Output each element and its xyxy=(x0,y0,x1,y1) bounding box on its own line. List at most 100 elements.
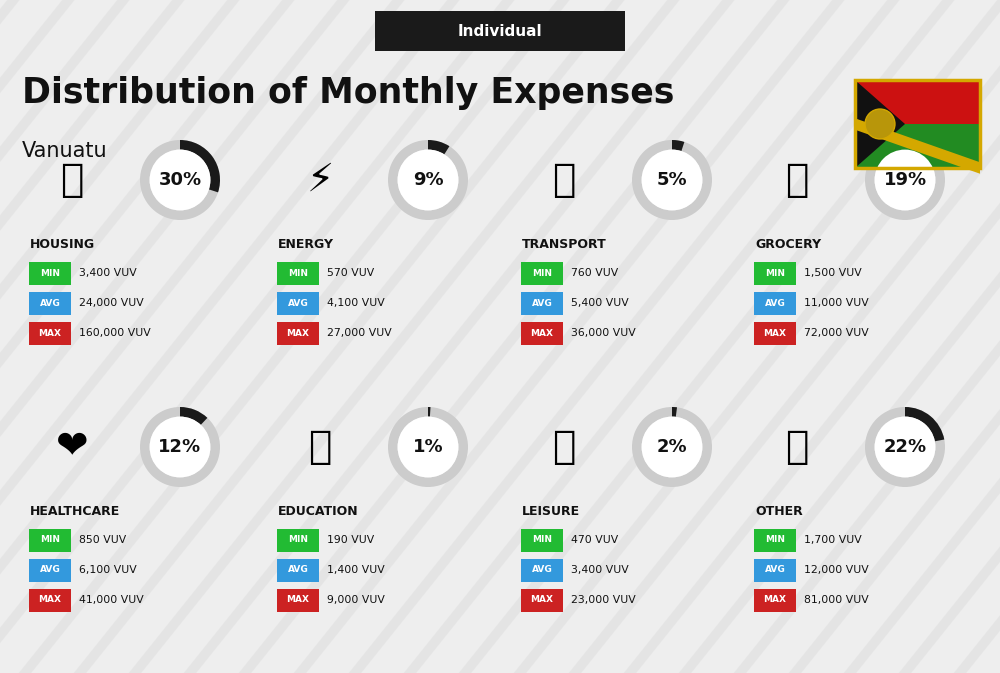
Polygon shape xyxy=(855,80,905,168)
Text: 5%: 5% xyxy=(657,171,687,189)
Text: ⚡: ⚡ xyxy=(306,161,334,199)
FancyBboxPatch shape xyxy=(855,80,980,124)
Text: LEISURE: LEISURE xyxy=(522,505,580,518)
Text: MAX: MAX xyxy=(38,596,62,604)
FancyBboxPatch shape xyxy=(754,559,796,581)
FancyBboxPatch shape xyxy=(277,559,319,581)
Circle shape xyxy=(875,417,935,477)
Wedge shape xyxy=(180,407,207,425)
Text: EDUCATION: EDUCATION xyxy=(278,505,359,518)
Text: AVG: AVG xyxy=(40,299,60,308)
FancyBboxPatch shape xyxy=(521,291,563,314)
Text: 1%: 1% xyxy=(413,438,443,456)
Text: 23,000 VUV: 23,000 VUV xyxy=(571,595,636,605)
FancyBboxPatch shape xyxy=(754,322,796,345)
Text: MAX: MAX xyxy=(530,328,554,337)
Text: OTHER: OTHER xyxy=(755,505,803,518)
Circle shape xyxy=(875,149,935,211)
Text: MIN: MIN xyxy=(765,269,785,277)
FancyBboxPatch shape xyxy=(277,528,319,551)
Text: 11,000 VUV: 11,000 VUV xyxy=(804,298,869,308)
Text: 🚌: 🚌 xyxy=(552,161,576,199)
Circle shape xyxy=(150,417,210,477)
Wedge shape xyxy=(865,407,945,487)
Text: 36,000 VUV: 36,000 VUV xyxy=(571,328,636,338)
Text: MAX: MAX xyxy=(38,328,62,337)
Text: MAX: MAX xyxy=(287,596,310,604)
Text: 💰: 💰 xyxy=(785,428,809,466)
Text: HOUSING: HOUSING xyxy=(30,238,95,251)
Text: MAX: MAX xyxy=(764,328,786,337)
Wedge shape xyxy=(428,407,431,417)
Text: 72,000 VUV: 72,000 VUV xyxy=(804,328,869,338)
Wedge shape xyxy=(180,140,220,192)
Text: 9,000 VUV: 9,000 VUV xyxy=(327,595,385,605)
Wedge shape xyxy=(632,140,712,220)
Wedge shape xyxy=(672,407,677,417)
FancyBboxPatch shape xyxy=(521,262,563,285)
Text: MAX: MAX xyxy=(530,596,554,604)
Text: MIN: MIN xyxy=(532,536,552,544)
Circle shape xyxy=(865,109,895,139)
Text: ❤️: ❤️ xyxy=(56,428,88,466)
Wedge shape xyxy=(140,407,220,487)
Text: Vanuatu: Vanuatu xyxy=(22,141,108,161)
FancyBboxPatch shape xyxy=(277,588,319,612)
Text: 6,100 VUV: 6,100 VUV xyxy=(79,565,137,575)
Text: MIN: MIN xyxy=(288,536,308,544)
Text: TRANSPORT: TRANSPORT xyxy=(522,238,607,251)
Text: 3,400 VUV: 3,400 VUV xyxy=(79,268,137,278)
Text: 27,000 VUV: 27,000 VUV xyxy=(327,328,392,338)
Text: 850 VUV: 850 VUV xyxy=(79,535,126,545)
Text: 24,000 VUV: 24,000 VUV xyxy=(79,298,144,308)
Text: AVG: AVG xyxy=(288,299,308,308)
Text: MIN: MIN xyxy=(40,536,60,544)
Text: 160,000 VUV: 160,000 VUV xyxy=(79,328,151,338)
Wedge shape xyxy=(140,140,220,220)
Text: 81,000 VUV: 81,000 VUV xyxy=(804,595,869,605)
Wedge shape xyxy=(428,140,449,154)
FancyBboxPatch shape xyxy=(754,528,796,551)
Text: 19%: 19% xyxy=(883,171,927,189)
Text: 🏢: 🏢 xyxy=(60,161,84,199)
Text: 9%: 9% xyxy=(413,171,443,189)
FancyBboxPatch shape xyxy=(277,291,319,314)
FancyBboxPatch shape xyxy=(29,588,71,612)
Polygon shape xyxy=(855,118,980,174)
Text: AVG: AVG xyxy=(532,299,552,308)
Wedge shape xyxy=(672,140,684,151)
Text: 🛍: 🛍 xyxy=(552,428,576,466)
Text: 🛒: 🛒 xyxy=(785,161,809,199)
Text: Individual: Individual xyxy=(458,24,542,38)
Text: 760 VUV: 760 VUV xyxy=(571,268,618,278)
FancyBboxPatch shape xyxy=(375,11,625,51)
Circle shape xyxy=(642,417,702,477)
Text: MIN: MIN xyxy=(288,269,308,277)
Text: 🎓: 🎓 xyxy=(308,428,332,466)
FancyBboxPatch shape xyxy=(521,559,563,581)
FancyBboxPatch shape xyxy=(277,262,319,285)
FancyBboxPatch shape xyxy=(754,291,796,314)
Wedge shape xyxy=(388,407,468,487)
Text: 4,100 VUV: 4,100 VUV xyxy=(327,298,385,308)
Text: 12%: 12% xyxy=(158,438,202,456)
FancyBboxPatch shape xyxy=(29,322,71,345)
FancyBboxPatch shape xyxy=(29,291,71,314)
Text: 470 VUV: 470 VUV xyxy=(571,535,618,545)
Text: 1,500 VUV: 1,500 VUV xyxy=(804,268,862,278)
Text: 190 VUV: 190 VUV xyxy=(327,535,374,545)
Text: MAX: MAX xyxy=(764,596,786,604)
FancyBboxPatch shape xyxy=(521,588,563,612)
Wedge shape xyxy=(632,407,712,487)
Text: 41,000 VUV: 41,000 VUV xyxy=(79,595,144,605)
Wedge shape xyxy=(388,140,468,220)
Text: AVG: AVG xyxy=(765,565,785,575)
Text: 30%: 30% xyxy=(158,171,202,189)
Text: HEALTHCARE: HEALTHCARE xyxy=(30,505,120,518)
FancyBboxPatch shape xyxy=(29,262,71,285)
Circle shape xyxy=(642,149,702,211)
Wedge shape xyxy=(865,140,945,220)
FancyBboxPatch shape xyxy=(855,124,980,168)
Text: 570 VUV: 570 VUV xyxy=(327,268,374,278)
FancyBboxPatch shape xyxy=(754,262,796,285)
